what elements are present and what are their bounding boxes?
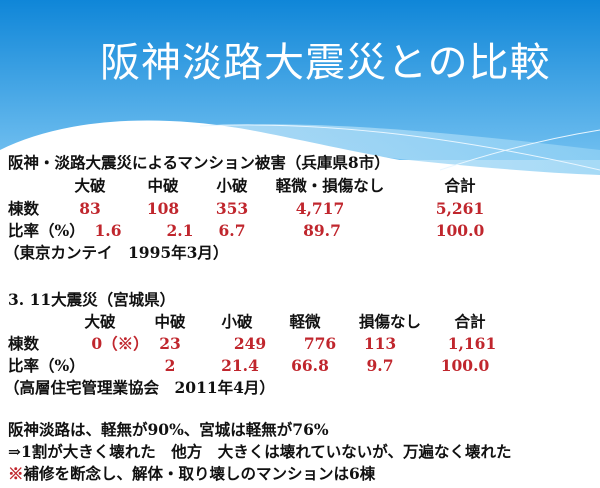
hanshin-count: 83: [79, 199, 101, 218]
hanshin-count: 353: [215, 199, 249, 218]
miyagi-count: 113: [363, 334, 397, 353]
note-line-3-text: 補修を断念し、解体・取り壊しのマンションは6棟: [23, 464, 376, 483]
miyagi-col-header: 中破: [154, 312, 186, 331]
miyagi-source: （高層住宅管理業協会 2011年4月）: [4, 378, 275, 397]
note-line-3: ※補修を断念し、解体・取り壊しのマンションは6棟: [8, 464, 375, 484]
hanshin-count: 108: [146, 199, 180, 218]
miyagi-col-header: 大破: [84, 312, 116, 331]
hanshin-col-header: 軽微・損傷なし: [275, 176, 385, 195]
hanshin-ratio: 2.1: [166, 221, 194, 240]
hanshin-count: 5,261: [435, 199, 485, 218]
miyagi-ratio: 2: [164, 356, 176, 375]
miyagi-col-header: 軽微: [289, 312, 321, 331]
hanshin-ratio: 89.7: [303, 221, 341, 240]
hanshin-col-header: 大破: [74, 176, 106, 195]
miyagi-heading: 3. 11大震災（宮城県）: [8, 290, 176, 309]
hanshin-source: （東京カンテイ 1995年3月）: [4, 243, 229, 262]
miyagi-col-header: 小破: [221, 312, 253, 331]
miyagi-ratio-label: 比率（%）: [8, 356, 85, 375]
miyagi-col-header: 損傷なし: [358, 312, 421, 331]
hanshin-ratio: 100.0: [435, 221, 485, 240]
slide-title: 阪神淡路大震災との比較: [100, 40, 551, 86]
miyagi-count-label: 棟数: [8, 334, 40, 353]
hanshin-ratio: 6.7: [218, 221, 246, 240]
asterisk-mark: ※: [8, 464, 24, 483]
hanshin-col-header: 中破: [147, 176, 179, 195]
hanshin-ratio-label: 比率（%）: [8, 221, 85, 240]
miyagi-count: 0（※）: [91, 334, 149, 353]
miyagi-count: 23: [159, 334, 181, 353]
miyagi-ratio: 9.7: [366, 356, 394, 375]
miyagi-ratio: 66.8: [291, 356, 329, 375]
hanshin-col-header: 小破: [216, 176, 248, 195]
hanshin-ratio: 1.6: [94, 221, 122, 240]
note-line-1: 阪神淡路は、軽無が90%、宮城は軽無が76%: [8, 420, 329, 439]
hanshin-count-label: 棟数: [8, 199, 40, 218]
miyagi-count: 1,161: [447, 334, 497, 353]
note-line-2: ⇒1割が大きく壊れた 他方 大きくは壊れていないが、万遍なく壊れた: [8, 442, 512, 461]
miyagi-count: 776: [303, 334, 337, 353]
miyagi-col-header: 合計: [454, 312, 486, 331]
hanshin-count: 4,717: [295, 199, 345, 218]
hanshin-heading: 阪神・淡路大震災によるマンション被害（兵庫県8市）: [8, 153, 390, 172]
hanshin-col-header: 合計: [444, 176, 476, 195]
miyagi-ratio: 21.4: [221, 356, 259, 375]
miyagi-count: 249: [233, 334, 267, 353]
miyagi-ratio: 100.0: [440, 356, 490, 375]
